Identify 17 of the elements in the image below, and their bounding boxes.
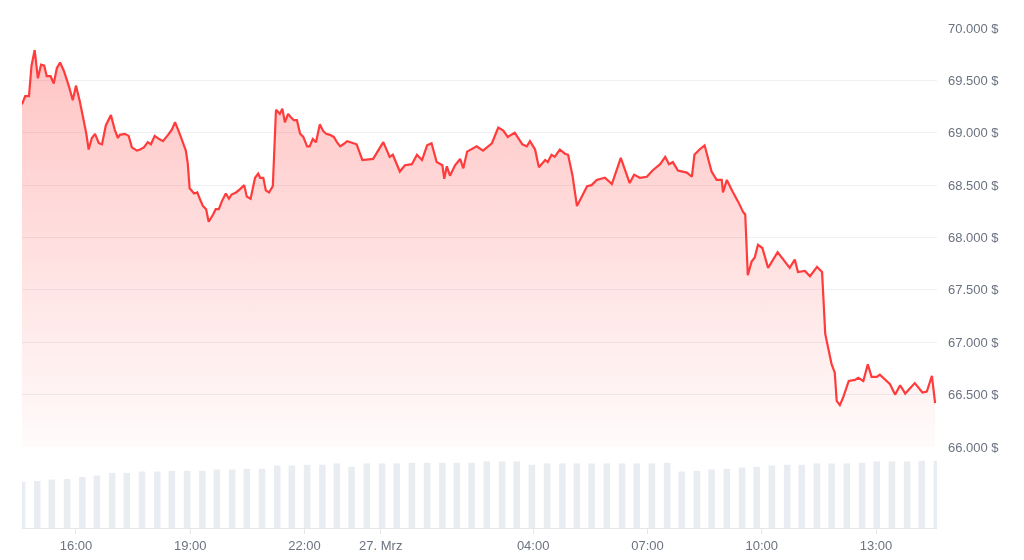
x-tick-label: 04:00	[516, 537, 550, 553]
y-tick-label: 69.000 $	[948, 125, 1000, 141]
x-tick-label: 22:00	[288, 537, 321, 553]
y-tick-label: 67.000 $	[948, 334, 1000, 350]
y-tick-label: 67.500 $	[948, 282, 1000, 298]
y-tick-label: 68.000 $	[948, 230, 1000, 246]
y-tick-label: 66.500 $	[948, 387, 1000, 403]
y-tick-label: 66.000 $	[948, 439, 1000, 455]
x-tick-label: 13:00	[859, 537, 893, 553]
x-tick-label: 27. Mrz	[359, 537, 403, 553]
y-tick-label: 68.500 $	[948, 177, 1000, 193]
y-tick-label: 70.000 $	[948, 20, 1000, 36]
x-tick-label: 07:00	[631, 537, 664, 553]
x-tick-label: 16:00	[59, 537, 93, 553]
x-tick-label: 10:00	[745, 537, 779, 553]
y-tick-label: 69.500 $	[948, 72, 1000, 88]
x-tick-label: 19:00	[174, 537, 207, 553]
